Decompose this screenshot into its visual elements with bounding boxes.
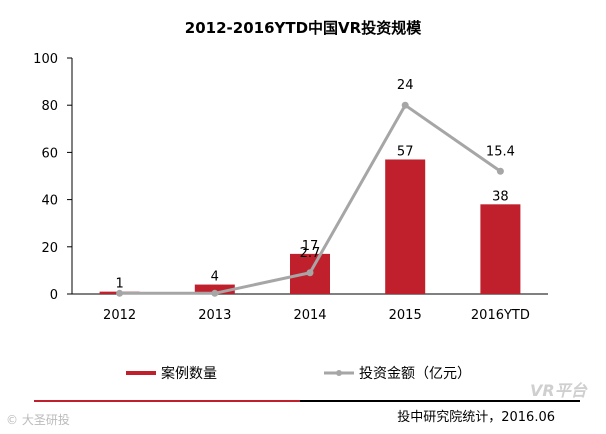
y-tick-label: 80 (41, 99, 58, 114)
chart-title: 2012-2016YTD中国VR投资规模 (185, 19, 422, 37)
watermark-left: © 大圣研投 (6, 412, 70, 427)
line-point-2016YTD (496, 167, 504, 175)
bar-value-label: 38 (492, 189, 509, 204)
bar-value-label: 1 (115, 277, 123, 292)
y-tick-label: 60 (41, 146, 58, 161)
bar-2013 (194, 284, 235, 294)
line-series (116, 101, 504, 297)
legend-line-marker (336, 370, 342, 376)
y-tick-label: 40 (41, 194, 58, 209)
data-labels: 1 4 17 57 38 2.7 24 15.4 (115, 78, 514, 291)
y-tick-label: 20 (41, 241, 58, 256)
line-value-label: 15.4 (486, 144, 515, 159)
bar-value-label: 4 (211, 270, 219, 285)
x-tick-label: 2012 (103, 308, 136, 323)
legend-bar-label: 案例数量 (161, 365, 217, 382)
source-note: 投中研究院统计，2016.06 (397, 409, 555, 425)
line-point-2015 (401, 101, 409, 109)
x-tick-label: 2015 (389, 308, 422, 323)
watermark-right: VR平台 (530, 381, 588, 400)
x-tick-label: 2016YTD (471, 308, 530, 323)
y-tick-label: 0 (50, 288, 58, 303)
legend-line-label: 投资金额（亿元） (359, 366, 471, 382)
x-tick-label: 2013 (198, 308, 231, 323)
line-point-2012 (116, 289, 124, 297)
bar-2016YTD (480, 204, 521, 294)
line-value-label: 24 (397, 78, 414, 93)
bar-value-label: 17 (302, 239, 319, 254)
line-point-2013 (211, 289, 219, 297)
x-axis: 2012 2013 2014 2015 2016YTD (72, 293, 548, 323)
bar-value-label: 57 (397, 144, 414, 159)
x-tick-label: 2014 (293, 308, 326, 323)
y-tick-label: 100 (33, 52, 58, 67)
legend: 案例数量 投资金额（亿元） (126, 365, 471, 382)
line-value-label: 2.7 (300, 246, 321, 261)
line-point-2014 (306, 269, 314, 277)
bar-2015 (385, 159, 426, 294)
y-axis: 0 20 40 60 80 100 (33, 52, 73, 303)
